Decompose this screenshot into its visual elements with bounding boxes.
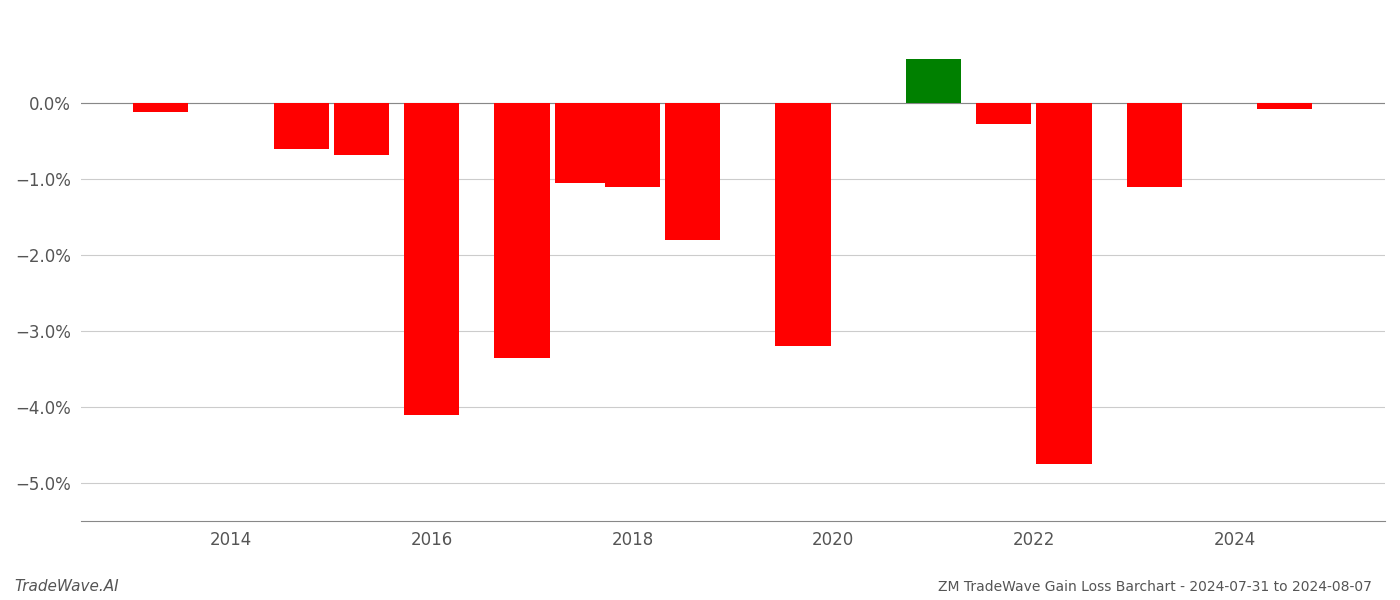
Bar bbox=[133, 103, 189, 112]
Bar bbox=[665, 103, 720, 240]
Bar bbox=[494, 103, 550, 358]
Bar bbox=[776, 103, 830, 346]
Bar bbox=[274, 103, 329, 149]
Bar bbox=[554, 103, 610, 183]
Bar bbox=[976, 103, 1032, 124]
Bar bbox=[405, 103, 459, 415]
Text: TradeWave.AI: TradeWave.AI bbox=[14, 579, 119, 594]
Bar bbox=[906, 59, 960, 103]
Bar bbox=[335, 103, 389, 155]
Bar bbox=[1036, 103, 1092, 464]
Bar bbox=[605, 103, 659, 187]
Bar bbox=[1127, 103, 1182, 187]
Text: ZM TradeWave Gain Loss Barchart - 2024-07-31 to 2024-08-07: ZM TradeWave Gain Loss Barchart - 2024-0… bbox=[938, 580, 1372, 594]
Bar bbox=[1257, 103, 1312, 109]
